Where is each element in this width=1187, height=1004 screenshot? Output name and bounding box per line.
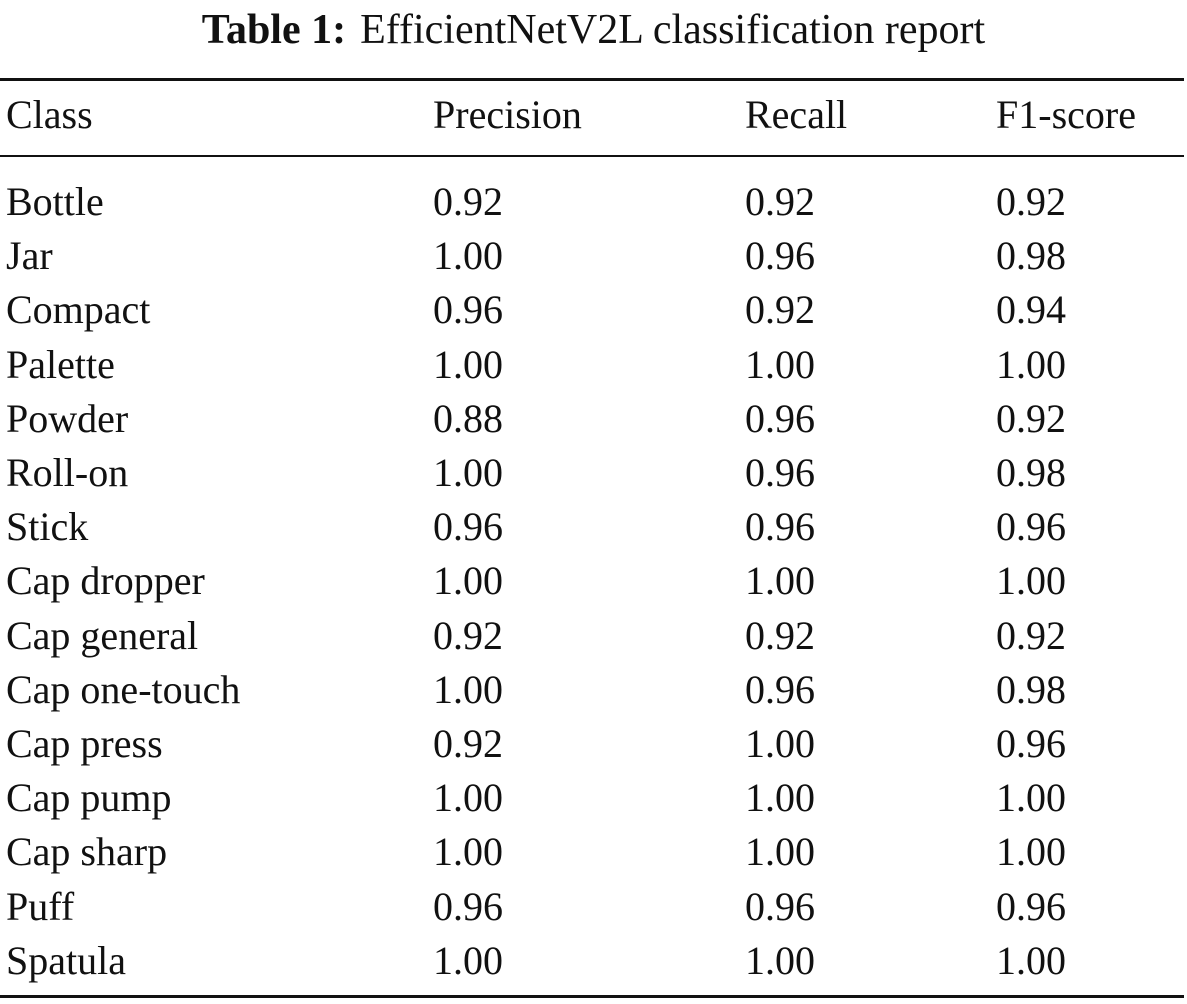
cell-f1-score: 1.00	[996, 937, 1066, 983]
cell-f1-score: 0.96	[996, 504, 1066, 550]
cell-precision: 0.88	[433, 395, 503, 441]
cell-class: Cap press	[6, 721, 163, 766]
cell-class: Puff	[6, 883, 75, 929]
cell-precision: 1.00	[433, 937, 503, 983]
cell-precision: 0.92	[433, 721, 503, 766]
cell-precision: 1.00	[433, 341, 503, 387]
cell-f1-score: 1.00	[996, 558, 1066, 604]
cell-class: Palette	[6, 341, 115, 387]
table-row: Cap pump 1.00 1.00 1.00	[0, 771, 1187, 825]
cell-f1-score: 0.96	[996, 721, 1066, 766]
cell-precision: 1.00	[433, 775, 503, 821]
table-row: Powder 0.88 0.96 0.92	[0, 392, 1187, 446]
cell-class: Compact	[6, 287, 151, 333]
cell-precision: 0.96	[433, 504, 503, 550]
table-row: Puff 0.96 0.96 0.96	[0, 880, 1187, 934]
cell-recall: 0.92	[745, 287, 815, 333]
cell-f1-score: 0.94	[996, 287, 1066, 333]
cell-class: Cap one-touch	[6, 666, 241, 712]
table-row: Cap dropper 1.00 1.00 1.00	[0, 554, 1187, 608]
header-precision: Precision	[433, 92, 582, 137]
table-top-rule	[0, 78, 1184, 81]
table-row: Jar 1.00 0.96 0.98	[0, 229, 1187, 283]
cell-class: Cap general	[6, 612, 199, 658]
table-row: Compact 0.96 0.92 0.94	[0, 283, 1187, 337]
table-row: Cap sharp 1.00 1.00 1.00	[0, 825, 1187, 879]
cell-f1-score: 0.98	[996, 666, 1066, 712]
cell-precision: 1.00	[433, 558, 503, 604]
cell-precision: 1.00	[433, 666, 503, 712]
header-class: Class	[6, 92, 93, 137]
cell-f1-score: 1.00	[996, 341, 1066, 387]
cell-recall: 0.92	[745, 612, 815, 658]
cell-recall: 1.00	[745, 721, 815, 766]
cell-precision: 1.00	[433, 829, 503, 875]
cell-recall: 0.96	[745, 504, 815, 550]
cell-class: Bottle	[6, 179, 104, 224]
header-recall: Recall	[745, 92, 848, 137]
table-header-rule	[0, 155, 1184, 157]
cell-f1-score: 1.00	[996, 775, 1066, 821]
cell-class: Roll-on	[6, 450, 129, 495]
table-row: Stick 0.96 0.96 0.96	[0, 500, 1187, 554]
table-row: Cap general 0.92 0.92 0.92	[0, 609, 1187, 663]
cell-recall: 0.96	[745, 883, 815, 929]
cell-class: Powder	[6, 395, 129, 441]
cell-precision: 0.92	[433, 612, 503, 658]
cell-recall: 1.00	[745, 558, 815, 604]
cell-class: Spatula	[6, 937, 126, 983]
table-caption: Table 1: EfficientNetV2L classification r…	[0, 6, 1187, 54]
table-caption-text: EfficientNetV2L classification report	[360, 7, 986, 53]
table-row: Palette 1.00 1.00 1.00	[0, 338, 1187, 392]
cell-recall: 1.00	[745, 775, 815, 821]
cell-class: Cap pump	[6, 775, 172, 821]
table-row: Roll-on 1.00 0.96 0.98	[0, 446, 1187, 500]
table-row: Spatula 1.00 1.00 1.00	[0, 934, 1187, 988]
cell-precision: 1.00	[433, 233, 503, 279]
cell-precision: 1.00	[433, 450, 503, 495]
cell-recall: 0.96	[745, 666, 815, 712]
table-row: Bottle 0.92 0.92 0.92	[0, 175, 1187, 229]
cell-precision: 0.92	[433, 179, 503, 224]
cell-f1-score: 0.98	[996, 233, 1066, 279]
cell-f1-score: 0.92	[996, 179, 1066, 224]
cell-precision: 0.96	[433, 287, 503, 333]
cell-f1-score: 0.92	[996, 395, 1066, 441]
cell-recall: 1.00	[745, 341, 815, 387]
cell-class: Cap dropper	[6, 558, 205, 604]
cell-recall: 0.92	[745, 179, 815, 224]
table-header-row: Class Precision Recall F1-score	[0, 88, 1187, 142]
table-row: Cap one-touch 1.00 0.96 0.98	[0, 663, 1187, 717]
header-f1-score: F1-score	[996, 92, 1136, 137]
cell-f1-score: 0.98	[996, 450, 1066, 495]
cell-class: Cap sharp	[6, 829, 168, 875]
table-row: Cap press 0.92 1.00 0.96	[0, 717, 1187, 771]
cell-recall: 1.00	[745, 829, 815, 875]
cell-class: Jar	[6, 233, 53, 279]
table-bottom-rule	[0, 995, 1184, 998]
cell-recall: 1.00	[745, 937, 815, 983]
cell-f1-score: 0.92	[996, 612, 1066, 658]
cell-recall: 0.96	[745, 450, 815, 495]
cell-class: Stick	[6, 504, 89, 550]
cell-f1-score: 1.00	[996, 829, 1066, 875]
cell-recall: 0.96	[745, 395, 815, 441]
cell-f1-score: 0.96	[996, 883, 1066, 929]
cell-precision: 0.96	[433, 883, 503, 929]
cell-recall: 0.96	[745, 233, 815, 279]
table-caption-label: Table 1:	[201, 7, 347, 53]
